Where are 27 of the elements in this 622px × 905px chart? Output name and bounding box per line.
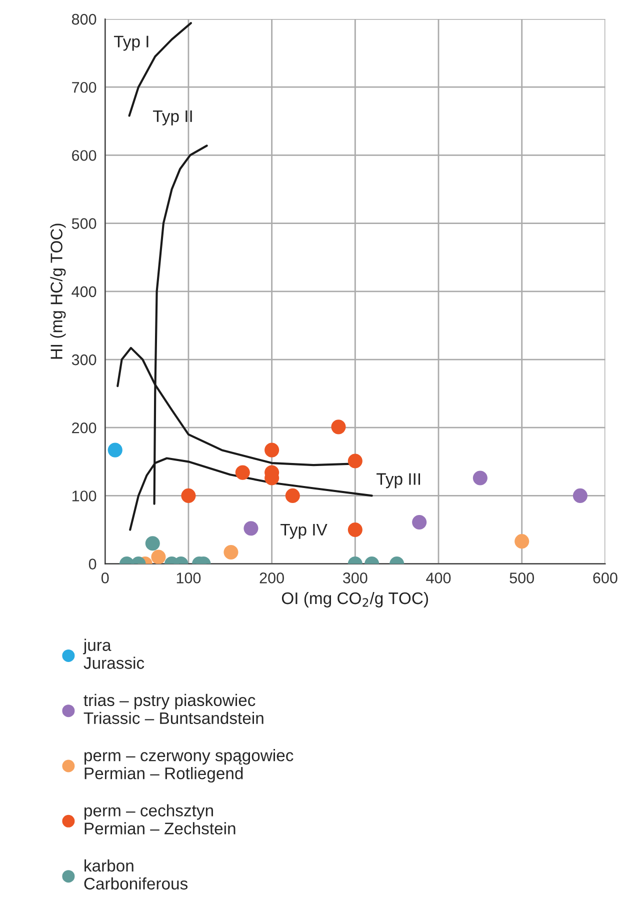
legend-label: trias – pstry piaskowiec Triassic – Buntsandstein	[84, 694, 264, 724]
annotation: Typ III	[376, 473, 420, 488]
annotation: Typ I	[114, 36, 148, 51]
x-tick-label: 100	[176, 572, 201, 584]
x-tick-label: 0	[101, 572, 109, 584]
y-tick-label: 800	[72, 14, 96, 25]
x-tick-label: 300	[343, 572, 368, 584]
y-tick-label: 400	[72, 286, 96, 298]
legend-label: jura Jurassic	[83, 638, 144, 669]
legend-label: karbon Carboniferous	[84, 859, 188, 890]
y-tick-label: 200	[72, 422, 96, 434]
y-tick-label: 300	[72, 354, 96, 366]
x-tick-label: 500	[510, 572, 534, 584]
x-tick-label: 600	[593, 572, 618, 584]
annotation: Typ II	[153, 110, 192, 126]
y-axis-title: HI (mg HC/g TOC)	[50, 224, 66, 359]
y-tick-label: 0	[88, 558, 96, 570]
x-tick-label: 400	[426, 572, 451, 584]
y-tick-label: 500	[72, 218, 96, 229]
y-tick-label: 600	[72, 150, 96, 161]
y-tick-label: 100	[72, 490, 96, 502]
legend-label: perm – czerwony spągowiec Permian – Rotliegend	[84, 749, 294, 783]
y-tick-label: 700	[72, 82, 96, 93]
x-axis-title: OI (mg CO$_{2}$/g TOC)	[282, 592, 428, 608]
legend-label: perm – cechsztyn Permian – Zechstein	[84, 804, 236, 834]
x-tick-label: 200	[260, 572, 284, 584]
annotation: Typ IV	[280, 524, 328, 539]
